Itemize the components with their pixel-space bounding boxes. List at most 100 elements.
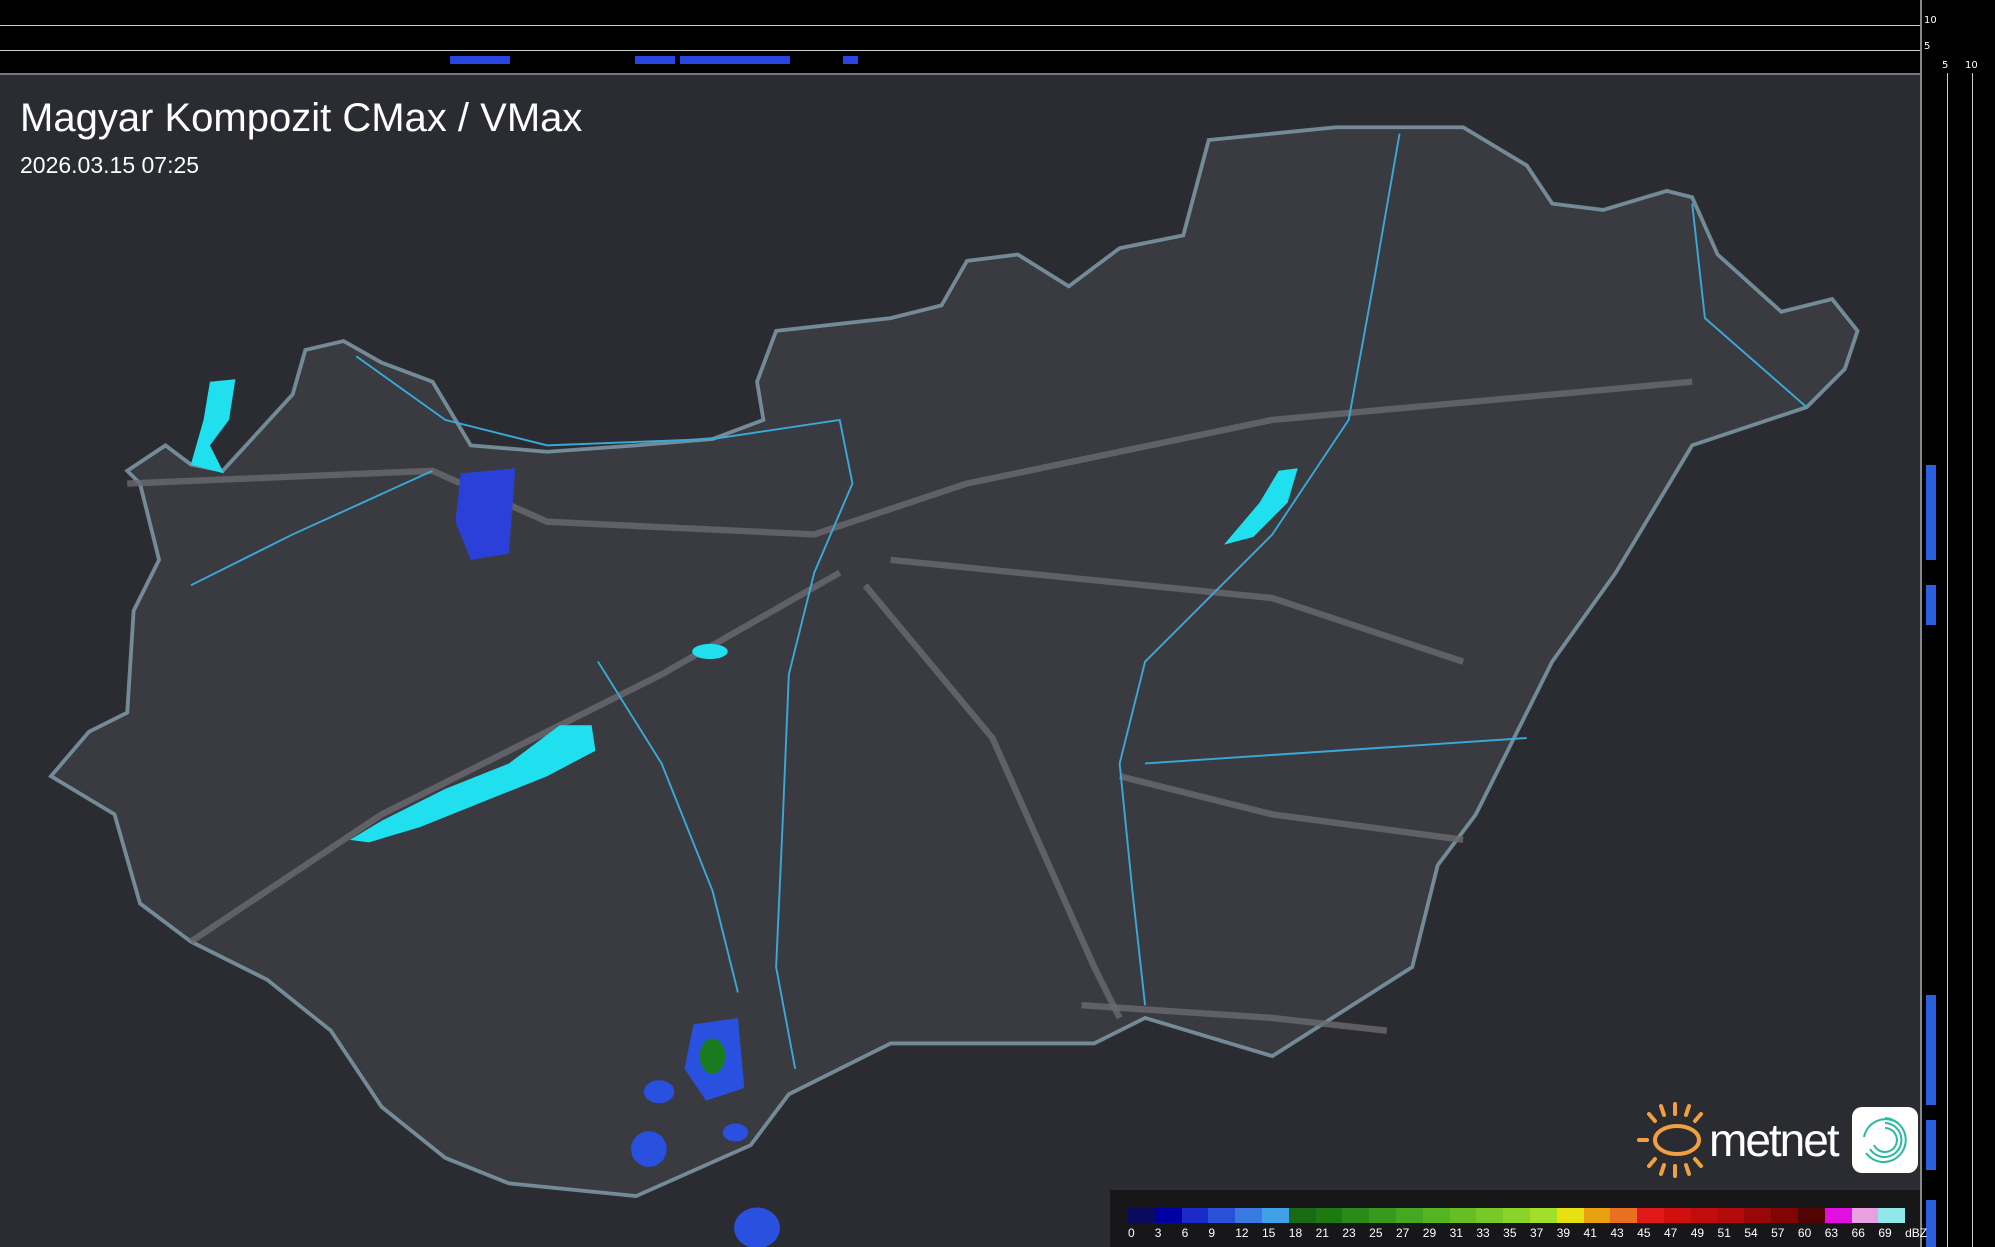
radar-echo (734, 1207, 780, 1247)
legend-swatch (1261, 1208, 1289, 1223)
top-cross-section-panel (0, 0, 1920, 75)
lakes (190, 379, 1298, 843)
legend-swatch (1395, 1208, 1423, 1223)
legend-label: 27 (1395, 1226, 1410, 1240)
radar-echo (643, 1080, 675, 1104)
legend-swatch (1181, 1208, 1209, 1223)
legend-label: 21 (1315, 1226, 1329, 1240)
radar-echoes (455, 468, 780, 1247)
axis-tick-label: 5 (1924, 41, 1931, 52)
legend-label: 12 (1235, 1226, 1249, 1240)
legend-swatches (1128, 1208, 1906, 1223)
brand-name: metnet (1709, 1114, 1840, 1166)
gridline (1947, 73, 1948, 1247)
legend-swatch (1529, 1208, 1557, 1223)
legend-label: 57 (1771, 1226, 1785, 1240)
profile-echo (1926, 1120, 1936, 1170)
legend-swatch (1610, 1208, 1638, 1223)
metnet-logo: metnet (1635, 1100, 1918, 1180)
legend-swatch (1556, 1208, 1584, 1223)
axis-tick-label: 10 (1965, 60, 1978, 71)
legend-swatch (1503, 1208, 1530, 1223)
legend-label: 54 (1744, 1226, 1758, 1240)
profile-echo (680, 56, 790, 64)
legend-label: 0 (1128, 1226, 1135, 1240)
profile-echo (450, 56, 510, 64)
legend-swatch (1342, 1208, 1370, 1223)
legend-swatch (1288, 1208, 1316, 1223)
legend-swatch (1449, 1208, 1477, 1223)
lake-balaton (349, 725, 596, 843)
sun-icon (1637, 1102, 1703, 1178)
legend-swatch (1235, 1208, 1262, 1223)
legend-swatch (1663, 1208, 1691, 1223)
legend-label: 15 (1261, 1226, 1276, 1240)
hungary-country-area (47, 125, 1860, 1199)
legend-label: 69 (1878, 1226, 1892, 1240)
profile-echo (1926, 585, 1936, 625)
legend-swatch (1851, 1208, 1879, 1223)
legend-label: 49 (1690, 1226, 1705, 1240)
radar-echo (631, 1131, 667, 1167)
legend-label: 25 (1369, 1226, 1383, 1240)
legend-swatch (1315, 1208, 1343, 1223)
dbz-color-legend: 0 3 6 9 12 15 18 21 23 25 27 29 31 33 35 37 39 41 43 45 47 49… (1110, 1190, 1927, 1247)
legend-label: 31 (1449, 1226, 1463, 1240)
legend-label: 63 (1824, 1226, 1839, 1240)
legend-label: 45 (1637, 1226, 1651, 1240)
radar-echo (722, 1123, 749, 1142)
legend-swatch (1422, 1208, 1450, 1223)
app-icon (1851, 1107, 1918, 1173)
legend-label: 23 (1342, 1226, 1356, 1240)
legend-unit: dBZ (1905, 1226, 1928, 1240)
radar-echo (699, 1038, 726, 1074)
lake-velence (692, 643, 728, 660)
legend-labels: 0 3 6 9 12 15 18 21 23 25 27 29 31 33 35 37 39 41 43 45 47 49… (1128, 1226, 1932, 1240)
legend-swatch (1878, 1208, 1906, 1223)
profile-echo (1926, 1200, 1936, 1247)
legend-swatch (1690, 1208, 1718, 1223)
gridline (0, 50, 1920, 51)
profile-echo (635, 56, 675, 64)
legend-label: 66 (1851, 1226, 1865, 1240)
lake-ferto (190, 379, 236, 474)
profile-echo (843, 56, 858, 64)
legend-label: 39 (1556, 1226, 1571, 1240)
legend-swatch (1369, 1208, 1396, 1223)
legend-label: 18 (1288, 1226, 1303, 1240)
gridline (1972, 73, 1973, 1247)
legend-label: 35 (1503, 1226, 1517, 1240)
rivers (190, 133, 1808, 1070)
legend-swatch (1583, 1208, 1611, 1223)
legend-label: 29 (1422, 1226, 1437, 1240)
legend-label: 60 (1797, 1226, 1812, 1240)
legend-swatch (1208, 1208, 1236, 1223)
map-title: Magyar Kompozit CMax / VMax (20, 96, 583, 140)
legend-swatch (1771, 1208, 1798, 1223)
radar-echo (455, 468, 516, 560)
legend-label: 9 (1208, 1226, 1216, 1240)
legend-label: 43 (1610, 1226, 1624, 1240)
legend-label: 37 (1529, 1226, 1544, 1240)
profile-echo (1926, 995, 1936, 1105)
map-timestamp: 2026.03.15 07:25 (20, 152, 200, 178)
swirl-icon (1862, 1117, 1907, 1163)
legend-swatch (1824, 1208, 1852, 1223)
legend-swatch (1128, 1208, 1155, 1223)
legend-label: 6 (1181, 1226, 1189, 1240)
legend-label: 3 (1154, 1226, 1162, 1240)
legend-label: 41 (1583, 1226, 1597, 1240)
profile-echo (1926, 465, 1936, 560)
legend-label: 51 (1717, 1226, 1731, 1240)
legend-swatch (1154, 1208, 1182, 1223)
legend-swatch (1476, 1208, 1504, 1223)
legend-swatch (1717, 1208, 1745, 1223)
axis-tick-label: 5 (1942, 60, 1949, 71)
legend-label: 33 (1476, 1226, 1490, 1240)
legend-label: 47 (1663, 1226, 1678, 1240)
legend-swatch (1637, 1208, 1664, 1223)
gridline (0, 25, 1920, 26)
axis-tick-label: 10 (1924, 15, 1937, 26)
lake-tisza (1223, 468, 1298, 545)
